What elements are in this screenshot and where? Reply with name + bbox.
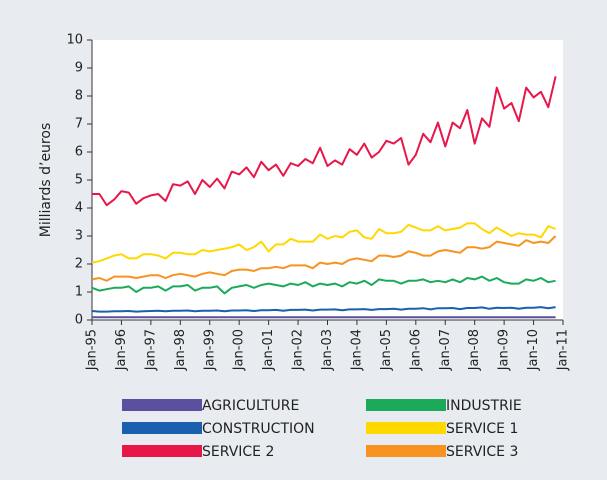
- y-tick-label: 8: [75, 89, 83, 104]
- y-tick-label: 2: [75, 257, 83, 272]
- legend-label: INDUSTRIE: [446, 398, 522, 414]
- series-line: [92, 76, 557, 207]
- legend-label: SERVICE 3: [446, 444, 518, 460]
- y-tick-label: 4: [75, 201, 83, 216]
- y-axis-label: Milliards d’euros: [38, 123, 54, 238]
- y-tick-label: 1: [75, 285, 83, 300]
- legend-swatch: [122, 399, 202, 411]
- y-tick-label: 6: [75, 145, 83, 160]
- legend-swatch: [122, 422, 202, 434]
- legend-label: CONSTRUCTION: [202, 421, 315, 437]
- x-tick-label: Jan-10: [526, 329, 541, 371]
- x-tick-label: Jan-95: [85, 329, 100, 371]
- x-tick-label: Jan-05: [379, 329, 394, 371]
- x-tick-label: Jan-97: [143, 329, 158, 371]
- x-tick-label: Jan-03: [320, 329, 335, 371]
- x-tick-label: Jan-98: [173, 329, 188, 371]
- legend-swatch: [122, 445, 202, 457]
- x-tick-label: Jan-99: [202, 329, 217, 371]
- legend-swatch: [366, 445, 446, 457]
- x-tick-label: Jan-08: [467, 329, 482, 371]
- series-line: [91, 275, 556, 295]
- series-line: [91, 235, 557, 282]
- y-tick-label: 9: [75, 61, 83, 76]
- x-tick-label: Jan-09: [497, 329, 512, 371]
- series-line: [91, 222, 556, 264]
- x-tick-label: Jan-11: [556, 329, 571, 371]
- x-tick-label: Jan-02: [291, 329, 306, 371]
- legend-swatch: [366, 422, 446, 434]
- y-tick-label: 3: [75, 229, 83, 244]
- y-tick-label: 10: [66, 33, 83, 48]
- y-tick-label: 5: [75, 173, 83, 188]
- x-tick-label: Jan-96: [114, 329, 129, 371]
- plot-area: [92, 40, 563, 320]
- x-tick-label: Jan-06: [408, 329, 423, 371]
- legend-label: SERVICE 2: [202, 444, 274, 460]
- series-line: [91, 306, 556, 313]
- y-tick-label: 0: [75, 313, 83, 328]
- legend-label: SERVICE 1: [446, 421, 518, 437]
- x-tick-label: Jan-01: [261, 329, 276, 371]
- legend-label: AGRICULTURE: [202, 398, 299, 414]
- x-tick-label: Jan-04: [349, 329, 364, 371]
- y-tick-label: 7: [75, 117, 83, 132]
- x-tick-label: Jan-00: [232, 329, 247, 371]
- x-tick-label: Jan-07: [438, 329, 453, 371]
- legend-swatch: [366, 399, 446, 411]
